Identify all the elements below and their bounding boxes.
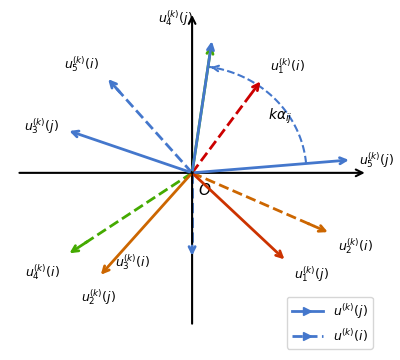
Text: $u_4^{(k)}(j)$: $u_4^{(k)}(j)$ [158,8,193,28]
Text: $u_5^{(k)}(i)$: $u_5^{(k)}(i)$ [64,54,99,73]
Text: $O$: $O$ [198,182,211,198]
Text: $u_3^{(k)}(i)$: $u_3^{(k)}(i)$ [115,252,150,272]
Text: $u_3^{(k)}(j)$: $u_3^{(k)}(j)$ [24,117,59,136]
Text: $u_4^{(k)}(i)$: $u_4^{(k)}(i)$ [24,262,60,282]
Text: $u_1^{(k)}(j)$: $u_1^{(k)}(j)$ [294,265,329,284]
Text: $u_2^{(k)}(j)$: $u_2^{(k)}(j)$ [82,288,116,307]
Text: $u_2^{(k)}(i)$: $u_2^{(k)}(i)$ [338,237,373,256]
Legend: $u^{(k)}(j)$, $u^{(k)}(i)$: $u^{(k)}(j)$, $u^{(k)}(i)$ [286,297,373,349]
Text: $u_5^{(k)}(j)$: $u_5^{(k)}(j)$ [359,150,394,170]
Text: $k\alpha_{ij}$: $k\alpha_{ij}$ [268,106,293,126]
Text: $u_1^{(k)}(i)$: $u_1^{(k)}(i)$ [270,56,305,76]
